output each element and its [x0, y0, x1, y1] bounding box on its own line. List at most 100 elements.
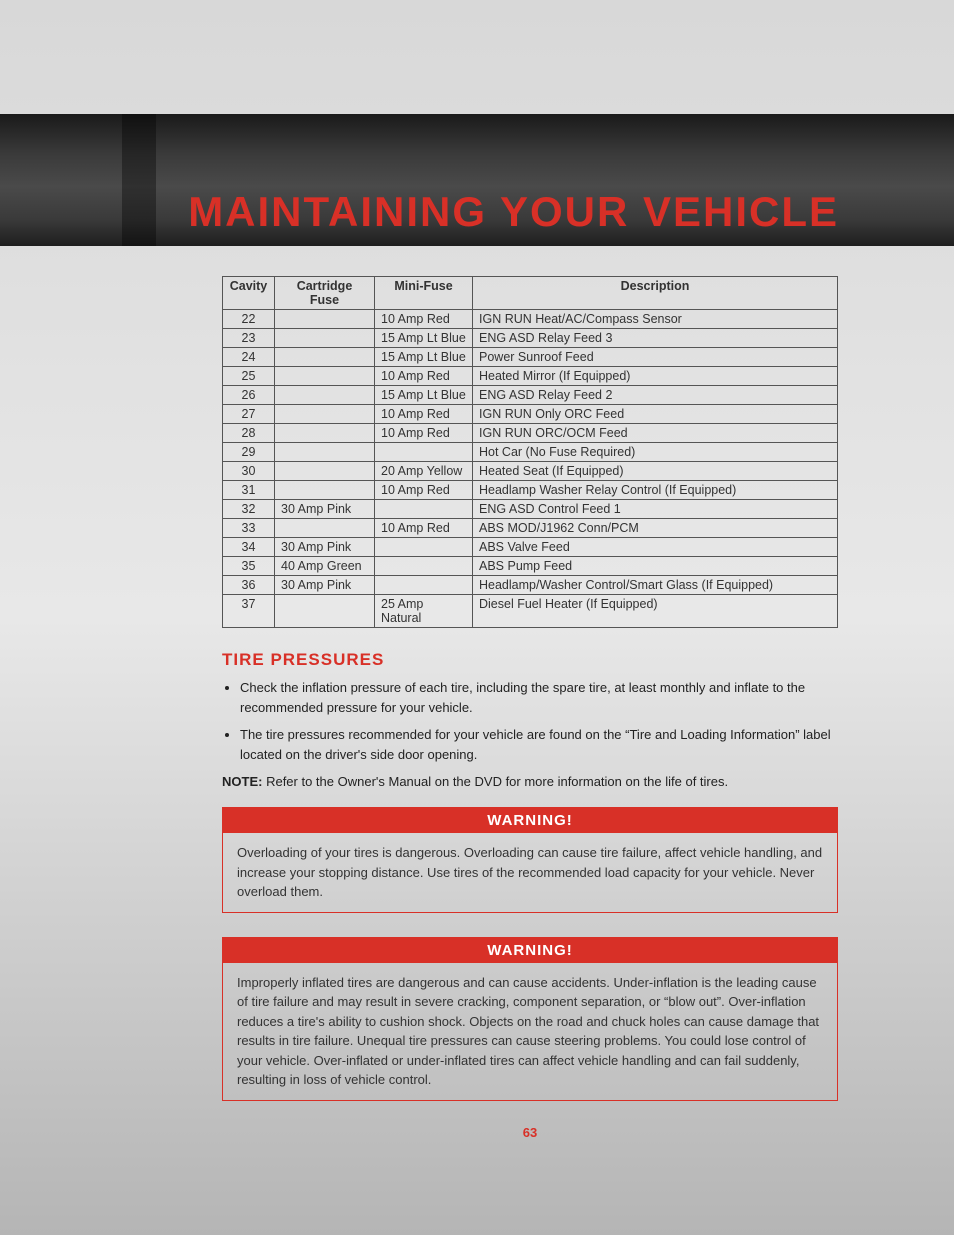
- cell-cavity: 24: [223, 348, 275, 367]
- warning-body: Improperly inflated tires are dangerous …: [223, 963, 837, 1100]
- cell-cartridge: [275, 462, 375, 481]
- table-row: 3540 Amp Green ABS Pump Feed: [223, 557, 838, 576]
- warning-body: Overloading of your tires is dangerous. …: [223, 833, 837, 912]
- cell-cavity: 23: [223, 329, 275, 348]
- note-text: Refer to the Owner's Manual on the DVD f…: [266, 774, 728, 789]
- cell-minifuse: [375, 557, 473, 576]
- cell-cavity: 31: [223, 481, 275, 500]
- cell-minifuse: 10 Amp Red: [375, 405, 473, 424]
- table-row: 30 20 Amp YellowHeated Seat (If Equipped): [223, 462, 838, 481]
- page-content: Cavity Cartridge Fuse Mini-Fuse Descript…: [0, 246, 954, 1140]
- col-cavity: Cavity: [223, 277, 275, 310]
- cell-cavity: 32: [223, 500, 275, 519]
- cell-cavity: 25: [223, 367, 275, 386]
- cell-description: Heated Seat (If Equipped): [473, 462, 838, 481]
- page-title: MAINTAINING YOUR VEHICLE: [188, 188, 839, 236]
- cell-minifuse: 10 Amp Red: [375, 481, 473, 500]
- warning-box: WARNING! Overloading of your tires is da…: [222, 807, 838, 913]
- page-number: 63: [222, 1125, 838, 1140]
- warning-box: WARNING! Improperly inflated tires are d…: [222, 937, 838, 1101]
- warning-title: WARNING!: [223, 808, 837, 833]
- cell-minifuse: 10 Amp Red: [375, 367, 473, 386]
- bullet-item: The tire pressures recommended for your …: [240, 725, 838, 764]
- cell-cartridge: [275, 348, 375, 367]
- cell-cartridge: 30 Amp Pink: [275, 576, 375, 595]
- bullet-item: Check the inflation pressure of each tir…: [240, 678, 838, 717]
- cell-minifuse: 20 Amp Yellow: [375, 462, 473, 481]
- cell-description: Diesel Fuel Heater (If Equipped): [473, 595, 838, 628]
- cell-cartridge: [275, 386, 375, 405]
- cell-minifuse: [375, 500, 473, 519]
- cell-minifuse: 10 Amp Red: [375, 310, 473, 329]
- cell-description: Heated Mirror (If Equipped): [473, 367, 838, 386]
- cell-cavity: 35: [223, 557, 275, 576]
- cell-cartridge: [275, 443, 375, 462]
- cell-minifuse: 15 Amp Lt Blue: [375, 386, 473, 405]
- col-description: Description: [473, 277, 838, 310]
- cell-cavity: 36: [223, 576, 275, 595]
- cell-cavity: 26: [223, 386, 275, 405]
- cell-cavity: 27: [223, 405, 275, 424]
- cell-cartridge: 30 Amp Pink: [275, 538, 375, 557]
- tire-pressures-heading: TIRE PRESSURES: [222, 650, 838, 670]
- cell-cartridge: [275, 329, 375, 348]
- cell-cavity: 33: [223, 519, 275, 538]
- cell-minifuse: [375, 443, 473, 462]
- cell-cavity: 22: [223, 310, 275, 329]
- table-row: 37 25 Amp NaturalDiesel Fuel Heater (If E…: [223, 595, 838, 628]
- cell-minifuse: 15 Amp Lt Blue: [375, 329, 473, 348]
- table-row: 29 Hot Car (No Fuse Required): [223, 443, 838, 462]
- cell-cavity: 30: [223, 462, 275, 481]
- cell-minifuse: 10 Amp Red: [375, 519, 473, 538]
- cell-minifuse: [375, 576, 473, 595]
- cell-description: IGN RUN Heat/AC/Compass Sensor: [473, 310, 838, 329]
- fuse-table: Cavity Cartridge Fuse Mini-Fuse Descript…: [222, 276, 838, 628]
- cell-description: IGN RUN Only ORC Feed: [473, 405, 838, 424]
- cell-minifuse: 25 Amp Natural: [375, 595, 473, 628]
- table-header-row: Cavity Cartridge Fuse Mini-Fuse Descript…: [223, 277, 838, 310]
- cell-description: ABS Valve Feed: [473, 538, 838, 557]
- cell-minifuse: 15 Amp Lt Blue: [375, 348, 473, 367]
- cell-cavity: 28: [223, 424, 275, 443]
- cell-cartridge: [275, 310, 375, 329]
- cell-minifuse: 10 Amp Red: [375, 424, 473, 443]
- cell-cartridge: 30 Amp Pink: [275, 500, 375, 519]
- cell-cartridge: 40 Amp Green: [275, 557, 375, 576]
- table-row: 3430 Amp Pink ABS Valve Feed: [223, 538, 838, 557]
- cell-cavity: 37: [223, 595, 275, 628]
- table-row: 31 10 Amp RedHeadlamp Washer Relay Contro…: [223, 481, 838, 500]
- cell-description: Hot Car (No Fuse Required): [473, 443, 838, 462]
- table-row: 25 10 Amp RedHeated Mirror (If Equipped): [223, 367, 838, 386]
- cell-description: IGN RUN ORC/OCM Feed: [473, 424, 838, 443]
- table-row: 23 15 Amp Lt BlueENG ASD Relay Feed 3: [223, 329, 838, 348]
- cell-cartridge: [275, 595, 375, 628]
- cell-description: ABS MOD/J1962 Conn/PCM: [473, 519, 838, 538]
- note-line: NOTE: Refer to the Owner's Manual on the…: [222, 774, 838, 789]
- cell-cartridge: [275, 519, 375, 538]
- col-cartridge: Cartridge Fuse: [275, 277, 375, 310]
- cell-description: Power Sunroof Feed: [473, 348, 838, 367]
- table-row: 28 10 Amp RedIGN RUN ORC/OCM Feed: [223, 424, 838, 443]
- table-row: 24 15 Amp Lt BluePower Sunroof Feed: [223, 348, 838, 367]
- table-row: 27 10 Amp RedIGN RUN Only ORC Feed: [223, 405, 838, 424]
- table-row: 22 10 Amp RedIGN RUN Heat/AC/Compass Sens…: [223, 310, 838, 329]
- cell-description: ENG ASD Relay Feed 3: [473, 329, 838, 348]
- table-row: 3630 Amp PinkHeadlamp/Washer Control/Sma…: [223, 576, 838, 595]
- table-row: 3230 Amp Pink ENG ASD Control Feed 1: [223, 500, 838, 519]
- header-accent-stripe: [122, 114, 156, 246]
- cell-cartridge: [275, 481, 375, 500]
- cell-cavity: 34: [223, 538, 275, 557]
- cell-description: ENG ASD Control Feed 1: [473, 500, 838, 519]
- cell-description: Headlamp Washer Relay Control (If Equipp…: [473, 481, 838, 500]
- note-label: NOTE:: [222, 774, 262, 789]
- table-row: 33 10 Amp RedABS MOD/J1962 Conn/PCM: [223, 519, 838, 538]
- cell-description: ENG ASD Relay Feed 2: [473, 386, 838, 405]
- cell-cavity: 29: [223, 443, 275, 462]
- cell-description: ABS Pump Feed: [473, 557, 838, 576]
- cell-cartridge: [275, 367, 375, 386]
- tire-bullets: Check the inflation pressure of each tir…: [222, 678, 838, 764]
- cell-minifuse: [375, 538, 473, 557]
- col-minifuse: Mini-Fuse: [375, 277, 473, 310]
- header-band: MAINTAINING YOUR VEHICLE: [0, 114, 954, 246]
- cell-cartridge: [275, 424, 375, 443]
